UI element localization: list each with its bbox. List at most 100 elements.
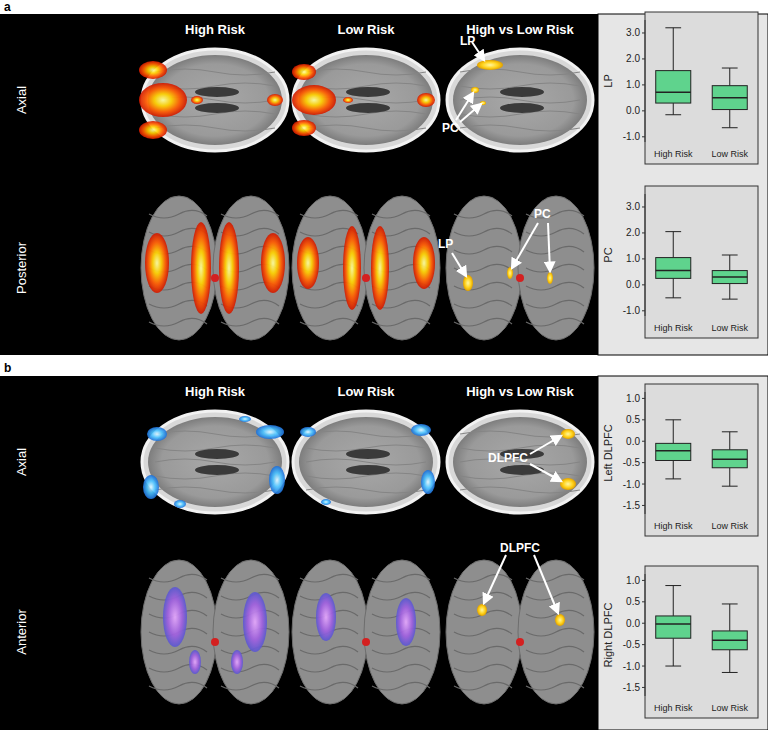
reference-dot	[516, 274, 524, 282]
x-tick-label: Low Risk	[711, 703, 748, 713]
column-header: High vs Low Risk	[466, 384, 574, 399]
upper-whisker	[729, 255, 730, 271]
sulcus	[155, 69, 275, 75]
lower-whisker	[673, 638, 674, 666]
sulcus	[454, 592, 512, 600]
sulcus	[454, 300, 512, 308]
y-tick-label: -1.5	[623, 500, 641, 511]
lower-whisker	[673, 460, 674, 478]
y-tick	[642, 398, 645, 399]
activation	[239, 416, 251, 422]
y-axis-label: PC	[602, 247, 614, 262]
sulcus	[526, 574, 584, 582]
y-tick	[642, 284, 645, 285]
y-axis-line	[645, 392, 646, 514]
sulcus	[300, 318, 358, 326]
annotation-arrow	[530, 436, 561, 454]
y-tick	[642, 441, 645, 442]
sulcus	[460, 69, 580, 75]
median	[712, 640, 747, 642]
skull	[447, 411, 593, 513]
upper-cap	[722, 603, 738, 604]
activation	[139, 83, 187, 117]
sulcus	[454, 628, 512, 636]
skull	[293, 411, 439, 513]
sulcus	[526, 318, 584, 326]
box	[656, 616, 691, 638]
sulcus	[460, 97, 580, 103]
annotation-label: DLPFC	[500, 541, 540, 555]
x-tick-label: High Risk	[654, 521, 693, 531]
y-tick-label: 3.0	[626, 201, 640, 212]
reference-dot	[516, 638, 524, 646]
y-tick-label: -1.0	[623, 305, 641, 316]
y-tick-label: 0.5	[626, 414, 640, 425]
ventricle	[346, 87, 390, 97]
activation	[560, 478, 576, 490]
row-label: Axial	[14, 448, 29, 476]
y-tick	[642, 419, 645, 420]
activation	[139, 121, 167, 139]
sulcus	[221, 574, 279, 582]
activation	[292, 120, 316, 136]
panel-label: a	[4, 0, 11, 14]
sulcus	[300, 682, 358, 690]
y-tick-label: 0.5	[626, 596, 640, 607]
activation	[561, 429, 575, 439]
panel-background	[0, 376, 598, 730]
activation	[256, 425, 284, 439]
median	[712, 97, 747, 99]
sulcus	[221, 318, 279, 326]
y-tick-label: 0.0	[626, 618, 640, 629]
sulcus	[221, 664, 279, 672]
column-header: High Risk	[185, 22, 246, 37]
sulcus	[372, 592, 430, 600]
y-tick-label: 2.0	[626, 227, 640, 238]
brain-slice	[453, 55, 587, 145]
upper-whisker	[673, 420, 674, 444]
ventricle	[195, 87, 239, 97]
brain-panel: High RiskLow RiskHigh vs Low RiskAxialAn…	[0, 376, 768, 730]
sulcus	[372, 664, 430, 672]
sulcus	[372, 318, 430, 326]
upper-cap	[665, 585, 681, 586]
y-tick-label: -1.0	[623, 131, 641, 142]
sulcus	[526, 264, 584, 272]
y-axis-label: LP	[602, 74, 614, 87]
sulcus	[526, 628, 584, 636]
median	[656, 623, 691, 625]
sulcus	[454, 574, 512, 582]
annotation-label: LP	[460, 34, 475, 48]
y-tick-label: 1.0	[626, 393, 640, 404]
activation	[421, 470, 435, 494]
ventricle	[195, 103, 239, 113]
annotation-arrow	[460, 104, 481, 122]
sulcus	[454, 682, 512, 690]
panel-label: b	[4, 361, 11, 375]
chart-column-background	[598, 376, 768, 730]
sulcus	[306, 487, 426, 493]
annotation-arrow	[512, 223, 538, 268]
chart-frame	[645, 186, 758, 338]
lower-whisker	[729, 650, 730, 673]
box-chart: -1.5-1.0-0.50.00.51.0Left DLPFCHigh Risk…	[602, 384, 758, 536]
y-tick	[642, 580, 645, 581]
sulcus	[155, 459, 275, 465]
sulcus	[454, 246, 512, 254]
activation	[471, 87, 479, 93]
activation	[231, 650, 243, 674]
sulcus	[149, 574, 207, 582]
sulcus	[454, 210, 512, 218]
sulcus	[306, 459, 426, 465]
column-header: High vs Low Risk	[466, 22, 574, 37]
annotation-label: DLPFC	[488, 451, 528, 465]
activation	[555, 614, 565, 626]
sulcus	[526, 610, 584, 618]
sulcus	[526, 300, 584, 308]
reference-dot	[362, 274, 370, 282]
reference-dot	[211, 274, 219, 282]
x-tick-label: Low Risk	[711, 521, 748, 531]
upper-cap	[665, 231, 681, 232]
y-tick	[642, 601, 645, 602]
y-tick	[642, 505, 645, 506]
